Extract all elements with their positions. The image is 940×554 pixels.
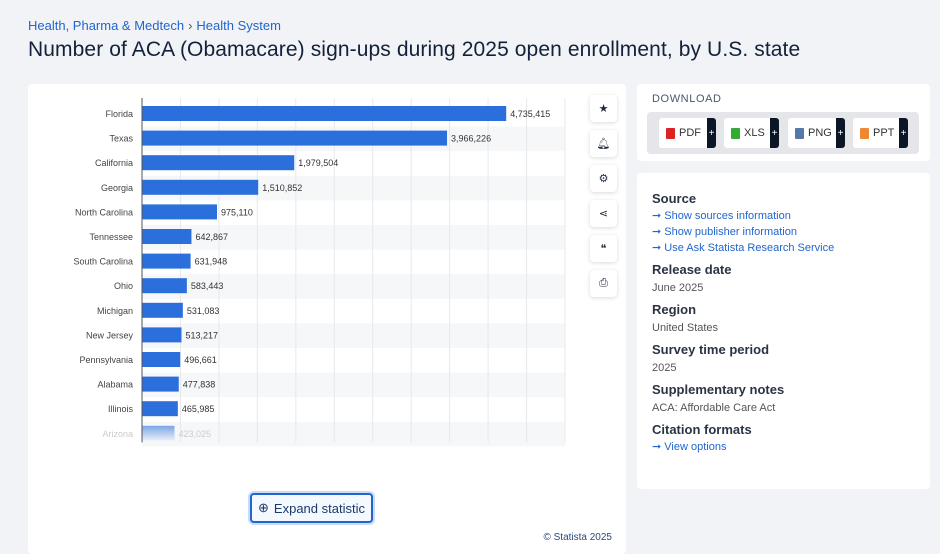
pdf-icon <box>666 127 675 139</box>
ppt-icon <box>860 127 869 139</box>
row-band <box>142 274 565 299</box>
category-label: Georgia <box>101 183 133 193</box>
info-panel: Source Show sources information Show pub… <box>637 173 930 489</box>
value-label: 975,110 <box>221 207 253 217</box>
category-label: Illinois <box>108 404 134 414</box>
breadcrumb-link[interactable]: Health, Pharma & Medtech <box>28 18 185 33</box>
bar <box>142 278 187 294</box>
plus-icon[interactable]: + <box>707 118 716 148</box>
value-label: 1,510,852 <box>262 183 302 193</box>
row-band <box>142 323 565 348</box>
category-label: South Carolina <box>73 257 133 267</box>
region-heading: Region <box>652 302 697 317</box>
plus-icon[interactable]: + <box>899 118 908 148</box>
bar <box>142 155 295 171</box>
bar-chart: Florida 4,735,415 Texas 3,966,226 California… <box>73 98 566 447</box>
download-pdf-button[interactable]: PDF + <box>659 118 716 148</box>
value-label: 583,443 <box>191 281 224 291</box>
category-label: Ohio <box>114 281 133 291</box>
format-label: XLS <box>744 127 765 139</box>
value-label: 513,217 <box>185 330 218 340</box>
value-label: 531,083 <box>187 306 220 316</box>
view-options-link[interactable]: View options <box>652 440 915 453</box>
png-icon <box>795 127 804 139</box>
expand-label: Expand statistic <box>273 500 365 516</box>
bar <box>142 204 217 220</box>
category-label: Florida <box>105 109 133 119</box>
row-band <box>142 372 565 398</box>
star-icon[interactable]: ★ <box>590 95 617 122</box>
value-label: 3,966,226 <box>451 134 491 144</box>
value-label: 477,838 <box>183 380 216 390</box>
print-icon[interactable]: ⎙ <box>590 270 617 297</box>
show-sources-link[interactable]: Show sources information <box>652 209 915 222</box>
notes-heading: Supplementary notes <box>652 382 785 397</box>
release-value: June 2025 <box>652 282 704 294</box>
download-label: DOWNLOAD <box>652 93 722 105</box>
breadcrumb-separator: › <box>188 18 193 33</box>
plus-icon[interactable]: + <box>770 118 779 148</box>
expand-statistic-button[interactable]: ⊕ Expand statistic <box>250 493 373 523</box>
category-label: Texas <box>109 134 133 144</box>
bar <box>142 302 183 318</box>
release-heading: Release date <box>652 262 732 277</box>
download-png-button[interactable]: PNG + <box>788 118 845 148</box>
bar <box>142 179 259 195</box>
value-label: 423,025 <box>179 429 212 439</box>
value-label: 631,948 <box>195 257 228 267</box>
bell-icon[interactable]: 🔔︎ <box>590 130 617 157</box>
download-panel: DOWNLOAD PDF + XLS + PNG + PPT + <box>637 84 930 161</box>
category-label: Michigan <box>97 306 133 316</box>
show-publisher-link[interactable]: Show publisher information <box>652 225 915 238</box>
region-value: United States <box>652 322 719 334</box>
bar <box>142 425 175 441</box>
plus-circle-icon: ⊕ <box>258 500 269 515</box>
value-label: 465,985 <box>182 404 215 414</box>
download-ppt-button[interactable]: PPT + <box>853 118 908 148</box>
category-label: California <box>95 158 133 168</box>
format-label: PDF <box>679 127 701 139</box>
plus-icon[interactable]: + <box>836 118 845 148</box>
bar <box>142 352 181 367</box>
category-label: New Jersey <box>86 330 134 340</box>
survey-value: 2025 <box>652 362 677 374</box>
bar <box>142 376 179 392</box>
citation-heading: Citation formats <box>652 422 752 437</box>
category-label: North Carolina <box>75 207 133 217</box>
bar <box>142 327 182 343</box>
copyright[interactable]: © Statista 2025 <box>543 532 612 543</box>
breadcrumb: Health, Pharma & Medtech › Health System <box>28 18 281 33</box>
source-heading: Source <box>652 191 697 206</box>
bar <box>142 401 178 417</box>
value-label: 496,661 <box>184 355 217 365</box>
category-label: Alabama <box>97 380 133 390</box>
row-band <box>142 421 565 447</box>
category-label: Arizona <box>102 429 133 439</box>
breadcrumb-link[interactable]: Health System <box>196 18 281 33</box>
xls-icon <box>731 127 740 139</box>
bar <box>142 229 192 244</box>
value-label: 4,735,415 <box>510 109 550 119</box>
chart-card: Florida 4,735,415 Texas 3,966,226 California… <box>28 84 626 554</box>
value-label: 1,979,504 <box>298 158 338 168</box>
category-label: Tennessee <box>89 232 133 242</box>
page-title: Number of ACA (Obamacare) sign-ups durin… <box>28 38 801 61</box>
quote-icon[interactable]: ❝ <box>590 235 617 262</box>
format-label: PPT <box>873 127 895 139</box>
category-label: Pennsylvania <box>79 355 133 365</box>
format-label: PNG <box>808 127 832 139</box>
gear-icon[interactable]: ⚙ <box>590 165 617 192</box>
notes-value: ACA: Affordable Care Act <box>652 402 776 414</box>
row-band <box>142 225 565 250</box>
bar <box>142 130 448 146</box>
download-xls-button[interactable]: XLS + <box>724 118 779 148</box>
value-label: 642,867 <box>195 232 228 242</box>
bar <box>142 253 191 269</box>
bar <box>142 106 507 121</box>
ask-statista-link[interactable]: Use Ask Statista Research Service <box>652 241 915 254</box>
survey-heading: Survey time period <box>652 342 770 357</box>
share-icon[interactable]: ⋖ <box>590 200 617 227</box>
